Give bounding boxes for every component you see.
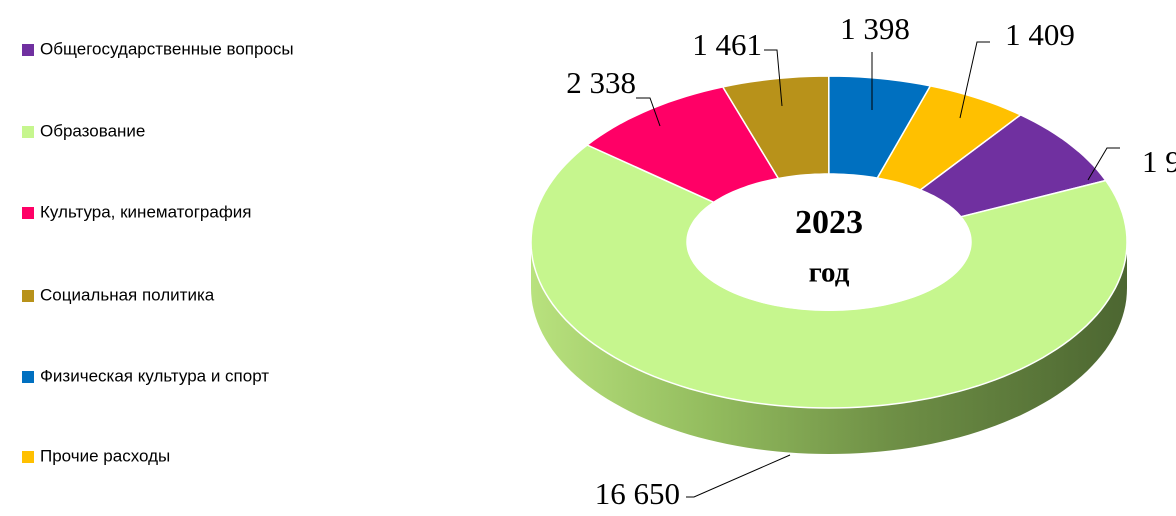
leader-line xyxy=(686,454,791,498)
legend-swatch xyxy=(22,290,34,302)
legend-label: Социальная политика xyxy=(40,285,215,304)
legend-label: Общегосударственные вопросы xyxy=(40,39,294,58)
value-label: 1 398 xyxy=(840,11,910,46)
value-label: 1 981 xyxy=(1142,144,1176,179)
leader-line xyxy=(1087,147,1120,181)
center-year: 2023 xyxy=(795,204,863,241)
legend-label: Культура, кинематография xyxy=(40,202,252,221)
legend-swatch xyxy=(22,207,34,219)
legend-swatch xyxy=(22,126,34,138)
center-label: год xyxy=(809,257,850,289)
value-label: 16 650 xyxy=(595,476,680,511)
legend-label: Физическая культура и спорт xyxy=(40,366,269,385)
legend-label: Образование xyxy=(40,121,145,140)
value-label: 1 461 xyxy=(692,27,762,62)
leader-line xyxy=(959,41,990,119)
leader-line xyxy=(636,97,661,127)
slice-side xyxy=(531,242,1127,454)
value-label: 2 338 xyxy=(566,65,636,100)
leader-line xyxy=(764,49,783,107)
donut-hole xyxy=(687,175,971,311)
legend-swatch xyxy=(22,44,34,56)
value-label: 1 409 xyxy=(1005,17,1075,52)
legend-swatch xyxy=(22,371,34,383)
legend-swatch xyxy=(22,451,34,463)
legend-label: Прочие расходы xyxy=(40,446,170,465)
